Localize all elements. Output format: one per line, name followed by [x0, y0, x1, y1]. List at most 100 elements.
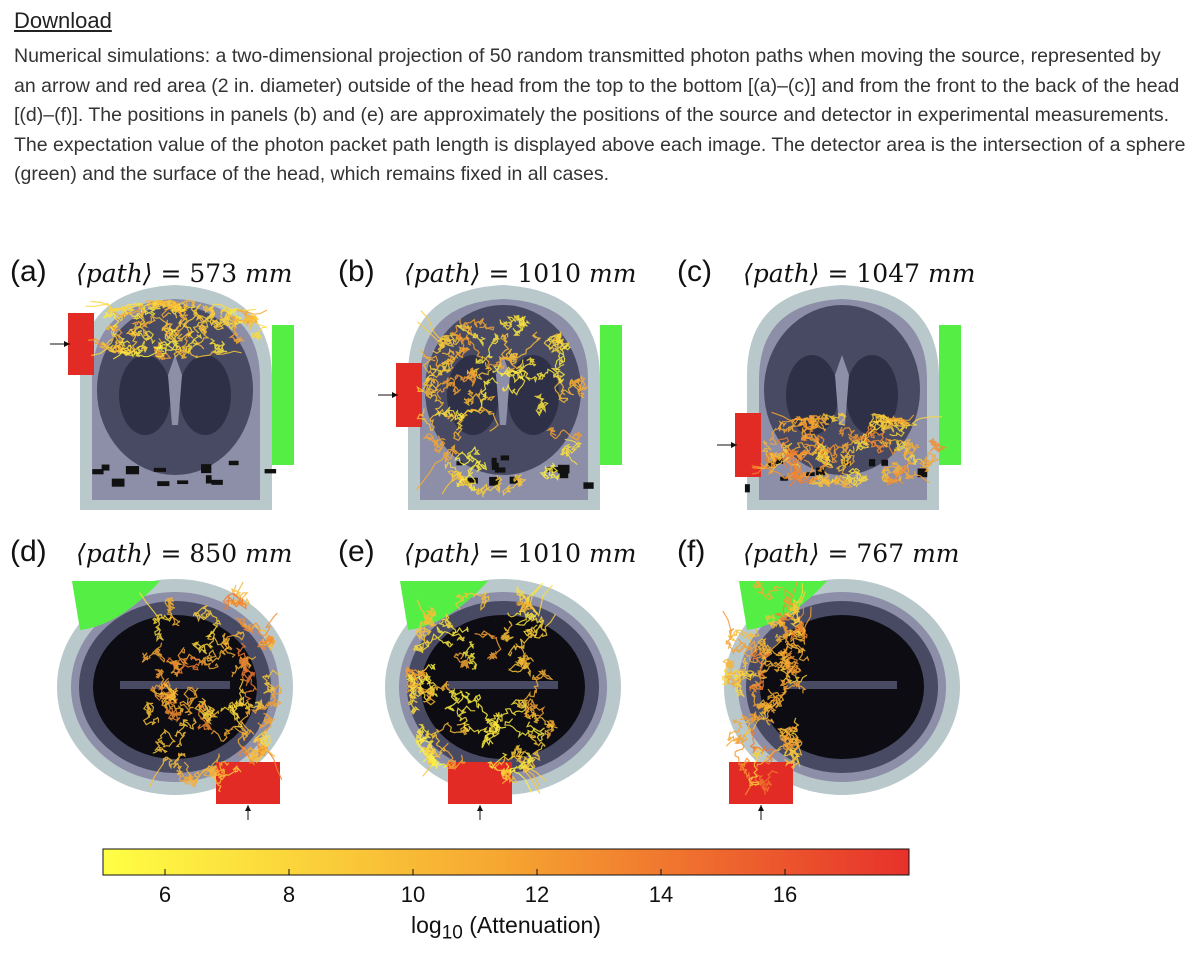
- photon-path: [418, 747, 449, 770]
- photon-path: [455, 592, 490, 611]
- photon-path: [474, 630, 502, 661]
- photon-path: [202, 305, 225, 331]
- photon-path: [227, 581, 251, 607]
- download-link[interactable]: Download: [14, 8, 112, 33]
- panel-image: [50, 285, 294, 510]
- photon-path: [507, 613, 557, 657]
- photon-path: [781, 726, 797, 752]
- photon-path: [886, 464, 908, 487]
- photon-path: [252, 730, 272, 753]
- path-value: = 850: [152, 539, 246, 568]
- figure-caption: Numerical simulations: a two-dimensional…: [14, 45, 1186, 185]
- source-arrowhead: [392, 392, 398, 398]
- photon-path: [877, 415, 895, 433]
- photon-path: [459, 317, 495, 337]
- path-unit: mm: [588, 259, 637, 288]
- source-arrowhead: [477, 805, 483, 811]
- figure-panel: (b) ⟨path⟩ = 1010 mm: [338, 255, 668, 540]
- photon-path: [734, 734, 751, 796]
- photon-path: [879, 439, 917, 458]
- panel-image: [721, 579, 960, 820]
- photon-path: [475, 475, 503, 498]
- bone-fragment: [494, 467, 506, 473]
- photon-path: [202, 753, 221, 778]
- white-matter-left: [447, 355, 499, 435]
- photon-path: [141, 642, 166, 663]
- photon-path: [465, 362, 493, 381]
- photon-path: [436, 626, 469, 649]
- photon-path: [102, 311, 131, 345]
- photon-path: [113, 305, 153, 329]
- photon-path: [436, 376, 462, 400]
- photon-path: [196, 702, 214, 731]
- panel-image: [385, 579, 621, 820]
- detector-area: [72, 581, 160, 630]
- photon-path: [151, 683, 179, 704]
- photon-path: [414, 723, 431, 747]
- source-area: [735, 413, 761, 477]
- photon-path: [884, 461, 904, 477]
- photon-path: [863, 423, 886, 445]
- photon-path: [131, 314, 156, 345]
- panel-path-length: ⟨path⟩ = 1010 mm: [404, 539, 636, 568]
- photon-path: [775, 649, 802, 677]
- bone-fragment: [201, 464, 212, 474]
- photon-path: [739, 710, 761, 725]
- photon-path: [536, 367, 566, 384]
- photon-path: [722, 658, 737, 675]
- photon-path: [209, 338, 228, 355]
- bone-fragment: [125, 466, 140, 475]
- photon-path: [222, 592, 247, 610]
- photon-path: [747, 748, 764, 787]
- photon-path: [560, 438, 583, 466]
- path-symbol: ⟨path⟩: [404, 259, 481, 288]
- colorbar-tick-label: 6: [159, 882, 171, 907]
- photon-path: [789, 606, 808, 641]
- photon-path: [456, 705, 489, 735]
- photon-path: [161, 322, 190, 343]
- path-symbol: ⟨path⟩: [743, 539, 820, 568]
- photon-path: [239, 698, 267, 711]
- photon-path: [236, 642, 250, 676]
- photon-path: [261, 669, 281, 694]
- source-arrowhead: [758, 805, 764, 811]
- photon-path: [814, 440, 831, 467]
- bone-fragment: [881, 459, 889, 466]
- photon-path: [164, 597, 181, 627]
- photon-path: [523, 698, 546, 718]
- photon-path: [90, 300, 143, 322]
- bone-fragment: [157, 481, 170, 487]
- photon-path: [543, 330, 564, 349]
- photon-path: [170, 303, 198, 339]
- panel-path-length: ⟨path⟩ = 1010 mm: [404, 259, 636, 288]
- photon-path: [148, 752, 186, 788]
- photon-path: [848, 467, 869, 488]
- photon-path: [727, 629, 760, 643]
- photon-path: [174, 716, 197, 748]
- photon-path: [780, 660, 801, 675]
- bone-fragment: [559, 470, 569, 479]
- path-symbol: ⟨path⟩: [404, 539, 481, 568]
- photon-path: [928, 437, 948, 453]
- photon-path: [784, 749, 801, 770]
- photon-paths: [721, 580, 812, 796]
- panel-image: [717, 285, 961, 510]
- bone-fragment: [557, 464, 570, 474]
- figure-panel: (e) ⟨path⟩ = 1010 mm: [338, 535, 668, 820]
- source-arrowhead: [64, 341, 70, 347]
- bone-fragment: [806, 472, 815, 477]
- bone-fragment: [456, 461, 463, 466]
- source-area: [448, 762, 512, 804]
- photon-path: [152, 728, 176, 754]
- bone-fragment: [868, 459, 876, 467]
- photon-path: [235, 612, 278, 637]
- photon-path: [407, 672, 433, 686]
- photon-paths: [139, 581, 283, 793]
- path-value: = 767: [819, 539, 913, 568]
- photon-path: [798, 444, 836, 460]
- photon-path: [237, 721, 257, 757]
- path-symbol: ⟨path⟩: [76, 259, 153, 288]
- photon-path: [209, 764, 242, 793]
- path-unit: mm: [912, 539, 960, 568]
- panel-label: (a): [10, 255, 47, 288]
